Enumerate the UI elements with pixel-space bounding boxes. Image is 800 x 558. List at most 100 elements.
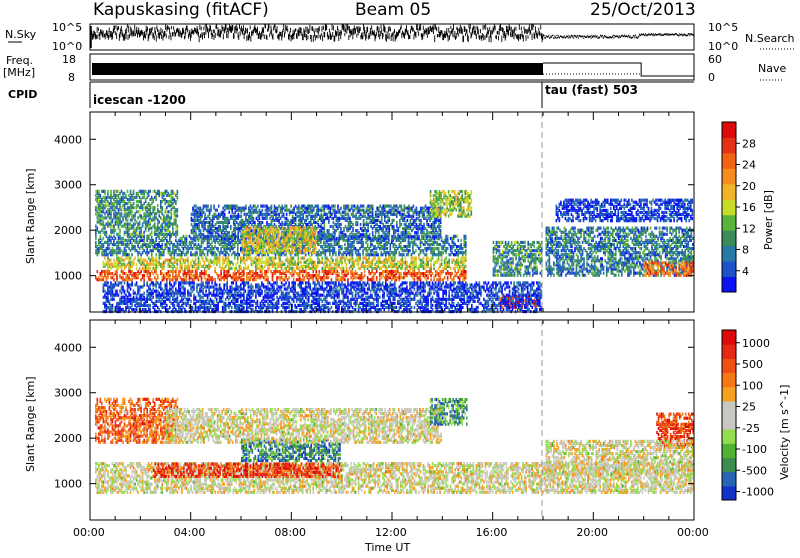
data-cell (216, 209, 218, 212)
nsky-sample (173, 32, 174, 36)
data-cell (183, 270, 185, 273)
nsky-sample (157, 29, 158, 32)
data-cell (406, 253, 408, 256)
nsky-sample (322, 35, 323, 41)
nsky-sample (376, 32, 377, 36)
data-cell (219, 274, 221, 277)
data-cell (248, 276, 250, 279)
data-cell (228, 219, 230, 222)
data-cell (119, 229, 121, 232)
data-cell (160, 257, 162, 260)
data-cell (388, 265, 390, 268)
data-cell (459, 265, 461, 268)
data-cell (189, 241, 191, 244)
data-cell (414, 270, 416, 273)
data-cell (423, 261, 425, 264)
data-cell (204, 247, 206, 250)
data-cell (322, 245, 324, 248)
data-cell (139, 259, 141, 262)
data-cell (195, 247, 197, 250)
data-cell (253, 237, 255, 240)
data-cell (169, 274, 171, 277)
data-cell (195, 243, 197, 246)
data-cell (228, 247, 230, 250)
data-cell (157, 243, 159, 246)
data-cell (164, 233, 166, 236)
data-cell (447, 261, 449, 264)
data-cell (168, 214, 170, 217)
data-cell (151, 263, 153, 266)
nsky-sample (171, 36, 172, 41)
data-cell (240, 272, 242, 275)
data-cell (197, 235, 199, 238)
data-cell (134, 218, 136, 221)
data-cell (112, 272, 114, 275)
data-cell (465, 235, 467, 238)
data-cell (131, 261, 133, 264)
data-cell (412, 257, 414, 260)
data-cell (211, 241, 213, 244)
data-cell (343, 274, 345, 277)
data-cell (231, 253, 233, 256)
nsky-sample (200, 34, 201, 38)
data-cell (303, 276, 305, 279)
data-cell (125, 265, 127, 268)
data-cell (314, 261, 316, 264)
data-cell (356, 272, 358, 275)
data-cell (127, 239, 129, 242)
data-cell (403, 276, 405, 279)
nsky-sample (483, 25, 484, 30)
data-cell (139, 206, 141, 209)
data-cell (234, 205, 236, 208)
data-cell (201, 249, 203, 252)
data-cell (379, 241, 381, 244)
data-cell (267, 270, 269, 273)
data-cell (380, 261, 382, 264)
data-cell (448, 253, 450, 256)
nsky-sample (134, 30, 135, 37)
data-cell (149, 233, 151, 236)
data-cell (192, 237, 194, 240)
nsky-sample (116, 33, 117, 39)
nsky-sample (127, 25, 128, 28)
data-cell (371, 276, 373, 279)
data-cell (457, 257, 459, 260)
data-cell (146, 196, 148, 199)
data-cell (279, 263, 281, 266)
data-cell (235, 253, 237, 256)
data-cell (397, 247, 399, 250)
data-cell (450, 245, 452, 248)
data-cell (280, 223, 282, 226)
nsky-sample (538, 31, 539, 35)
data-cell (109, 196, 111, 199)
data-cell (442, 241, 444, 244)
data-cell (400, 259, 402, 262)
data-cell (213, 205, 215, 208)
data-cell (438, 272, 440, 275)
nsky-sample (528, 35, 529, 38)
nsky-tick-top: 10^5 (52, 21, 82, 34)
nsky-sample (114, 26, 115, 30)
data-cell (174, 243, 176, 246)
data-cell (271, 211, 273, 214)
nsky-sample (166, 34, 167, 39)
data-cell (415, 243, 417, 246)
data-cell (275, 270, 277, 273)
nave-label: Nave (758, 62, 786, 75)
data-cell (192, 219, 194, 222)
data-cell (237, 276, 239, 279)
data-cell (203, 219, 205, 222)
nsky-sample (319, 26, 320, 31)
data-cell (121, 225, 123, 228)
cpid-segment-1: tau (fast) 503 (545, 83, 638, 97)
data-cell (149, 239, 151, 242)
data-cell (450, 237, 452, 240)
nsky-sample (147, 27, 148, 31)
data-cell (460, 270, 462, 273)
data-cell (217, 257, 219, 260)
data-cell (332, 245, 334, 248)
data-cell (439, 251, 441, 254)
data-cell (124, 263, 126, 266)
data-cell (297, 267, 299, 270)
data-cell (212, 229, 214, 232)
